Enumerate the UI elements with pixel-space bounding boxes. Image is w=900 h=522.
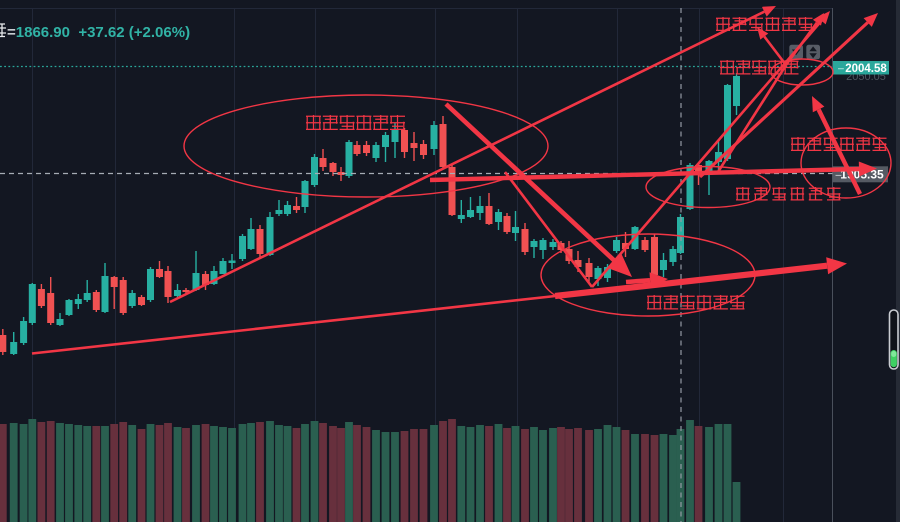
svg-text:–: – [838, 63, 844, 75]
svg-text:–: – [836, 169, 842, 181]
svg-text:2004.58: 2004.58 [845, 63, 887, 75]
svg-text:=1866.90 +37.62 (+2.06%): =1866.90 +37.62 (+2.06%) [7, 24, 190, 41]
